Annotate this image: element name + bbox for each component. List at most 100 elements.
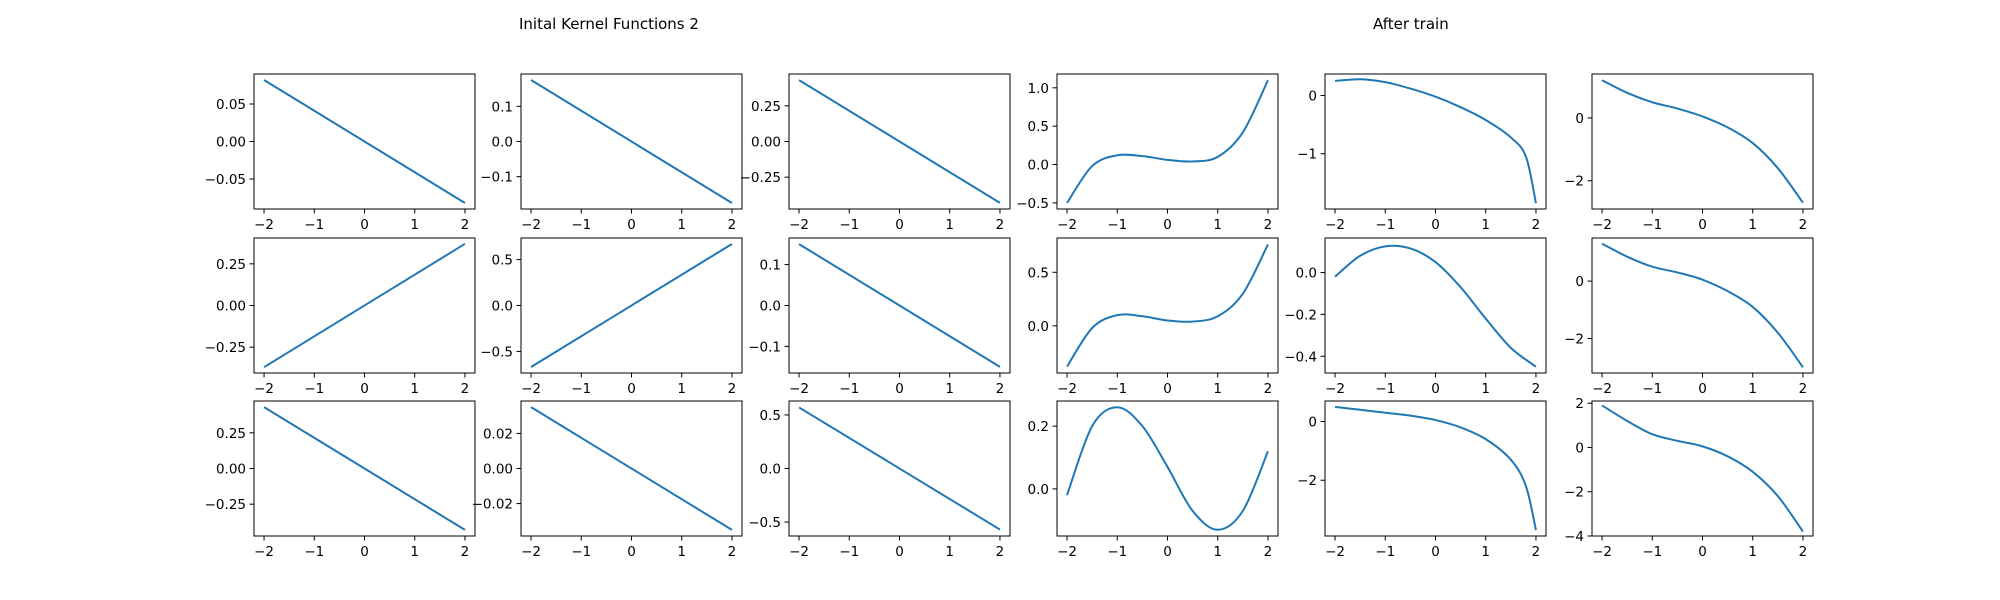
x-tick-label: −2 (789, 544, 809, 560)
series-line (798, 79, 1001, 204)
x-tick-label: 0 (1163, 381, 1172, 397)
x-tick-label: −2 (789, 217, 809, 233)
series-line (1334, 405, 1537, 531)
x-tick-label: −2 (1325, 217, 1345, 233)
y-tick-label: 0 (1575, 440, 1584, 456)
series-line (1601, 404, 1804, 533)
x-tick-label: −2 (1325, 381, 1345, 397)
x-tick-label: 2 (1532, 544, 1541, 560)
y-tick-label: −0.05 (205, 172, 246, 188)
x-tick-label: −2 (521, 381, 541, 397)
series-line (1334, 78, 1537, 204)
x-tick-label: −1 (839, 381, 859, 397)
y-tick-label: 0.1 (760, 258, 781, 274)
series-line (1601, 242, 1804, 368)
y-tick-label: 0.1 (492, 99, 513, 115)
subplot-r0-c2: −2 −1 0 1 2 0.25 0.00 −0.25 (740, 73, 1011, 233)
x-tick-label: 2 (461, 544, 470, 560)
y-tick-label: −0.5 (1016, 196, 1049, 212)
x-tick-label: 1 (1748, 217, 1757, 233)
x-tick-label: −1 (304, 381, 324, 397)
y-tick-label: −0.5 (480, 344, 513, 360)
subplot-r1-c3: −2 −1 0 1 2 0.5 0.0 (1028, 237, 1279, 397)
series-line (1066, 243, 1269, 368)
y-tick-label: −4 (1564, 529, 1584, 545)
x-tick-label: −1 (1375, 381, 1395, 397)
subplot-r2-c3: −2 −1 0 1 2 0.2 0.0 (1028, 400, 1279, 560)
subplot-r2-c5: −2 −1 0 1 2 2 0 −2 −4 (1564, 396, 1814, 560)
x-tick-label: 1 (410, 217, 419, 233)
subplot-r2-c2: −2 −1 0 1 2 0.5 0.0 −0.5 (748, 400, 1011, 560)
y-tick-label: 0.5 (760, 408, 781, 424)
y-tick-label: −2 (1564, 332, 1584, 348)
x-tick-label: 2 (1264, 544, 1273, 560)
x-tick-label: 1 (1481, 217, 1490, 233)
series-line (263, 79, 466, 204)
subplot-r1-c0: −2 −1 0 1 2 0.25 0.00 −0.25 (205, 237, 476, 397)
x-tick-label: 2 (728, 381, 737, 397)
y-tick-label: 0.0 (760, 462, 781, 478)
x-tick-label: −2 (1592, 544, 1612, 560)
x-tick-label: 1 (1213, 544, 1222, 560)
y-tick-label: 0.5 (1028, 119, 1049, 135)
x-tick-label: −1 (1642, 217, 1662, 233)
y-tick-label: −2 (1564, 174, 1584, 190)
x-tick-label: 1 (677, 544, 686, 560)
x-tick-label: −2 (521, 217, 541, 233)
series-line (530, 79, 733, 204)
subplot-r2-c4: −2 −1 0 1 2 0 −2 (1297, 400, 1547, 560)
x-tick-label: −1 (839, 217, 859, 233)
x-tick-label: 1 (1481, 381, 1490, 397)
x-tick-label: −1 (304, 217, 324, 233)
x-tick-label: −1 (1375, 544, 1395, 560)
y-tick-label: 0.02 (483, 426, 513, 442)
x-tick-label: 1 (410, 544, 419, 560)
x-tick-label: 0 (1431, 381, 1440, 397)
x-tick-label: 0 (895, 217, 904, 233)
x-tick-label: −2 (521, 544, 541, 560)
series-line (1601, 79, 1804, 204)
x-tick-label: 2 (1799, 217, 1808, 233)
x-tick-label: 2 (1799, 381, 1808, 397)
x-tick-label: 0 (1163, 217, 1172, 233)
x-tick-label: −2 (789, 381, 809, 397)
y-tick-label: 0.0 (492, 299, 513, 315)
y-tick-label: 1.0 (1028, 81, 1049, 97)
y-tick-label: 0.0 (1296, 266, 1317, 282)
x-tick-label: −1 (571, 544, 591, 560)
x-tick-label: 2 (461, 217, 470, 233)
x-tick-label: 0 (1431, 544, 1440, 560)
x-tick-label: −2 (1325, 544, 1345, 560)
x-tick-label: 0 (1431, 217, 1440, 233)
series-line (530, 406, 733, 531)
y-tick-label: −0.1 (748, 339, 781, 355)
x-tick-label: 1 (1748, 544, 1757, 560)
x-tick-label: −2 (1592, 217, 1612, 233)
y-tick-label: 0 (1575, 274, 1584, 290)
x-tick-label: −2 (254, 544, 274, 560)
x-tick-label: 0 (1163, 544, 1172, 560)
y-tick-label: 0.0 (760, 299, 781, 315)
x-tick-label: 1 (945, 544, 954, 560)
subplot-r1-c2: −2 −1 0 1 2 0.1 0.0 −0.1 (748, 237, 1011, 397)
x-tick-label: 0 (627, 381, 636, 397)
title-after-train: After train (1373, 15, 1449, 33)
x-tick-label: 2 (1264, 381, 1273, 397)
x-tick-label: 1 (945, 381, 954, 397)
x-tick-label: 0 (1698, 381, 1707, 397)
y-tick-label: 0 (1308, 89, 1317, 105)
y-tick-label: −0.25 (205, 340, 246, 356)
x-tick-label: −1 (1107, 217, 1127, 233)
x-tick-label: −2 (1592, 381, 1612, 397)
x-tick-label: −1 (1642, 381, 1662, 397)
x-tick-label: 2 (1532, 217, 1541, 233)
subplot-grid: −2 −1 0 1 20.050.00−0.05−2 −1 0 1 20.10.0−0.1−2−… (205, 73, 1814, 560)
x-tick-label: −1 (571, 217, 591, 233)
series-line (1066, 406, 1269, 531)
x-tick-label: 0 (1698, 217, 1707, 233)
y-tick-label: 0.00 (751, 135, 781, 151)
x-tick-label: 1 (1481, 544, 1490, 560)
y-tick-label: −0.2 (1284, 307, 1317, 323)
